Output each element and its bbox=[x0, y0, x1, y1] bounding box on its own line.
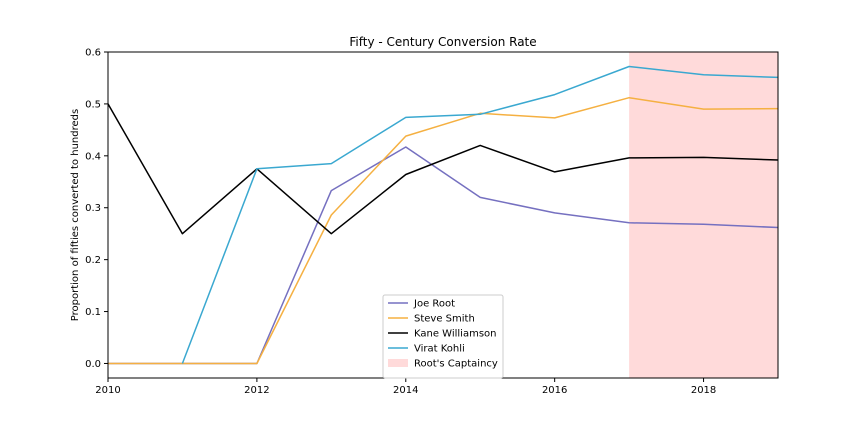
chart-title: Fifty - Century Conversion Rate bbox=[349, 35, 536, 49]
y-axis-label: Proportion of fifties converted to hundr… bbox=[70, 109, 81, 321]
legend: Joe Root Steve Smith Kane Williamson Virat … bbox=[382, 294, 504, 379]
series-line-virat-kohli bbox=[181, 65, 779, 364]
y-tick-label: 0.4 bbox=[85, 151, 101, 162]
legend-label-joe-root: Joe Root bbox=[413, 299, 455, 310]
y-tick-label: 0.6 bbox=[85, 48, 101, 59]
legend-swatch-root-s-captaincy bbox=[388, 359, 408, 367]
series-line-kane-williamson bbox=[107, 103, 779, 235]
legend-box bbox=[382, 294, 504, 379]
legend-label-root-s-captaincy: Root's Captaincy bbox=[414, 359, 498, 370]
shaded-region-layer bbox=[629, 52, 778, 378]
y-tick-label: 0.3 bbox=[85, 203, 101, 214]
x-tick-label: 2014 bbox=[393, 385, 418, 396]
y-tick-label: 0.0 bbox=[85, 359, 101, 370]
x-tick-label: 2016 bbox=[542, 385, 567, 396]
captaincy-shaded-region bbox=[629, 52, 778, 378]
x-tick-label: 2010 bbox=[95, 385, 120, 396]
x-tick-label: 2018 bbox=[691, 385, 716, 396]
legend-label-steve-smith: Steve Smith bbox=[414, 314, 475, 325]
x-tick-label: 2012 bbox=[244, 385, 269, 396]
legend-label-virat-kohli: Virat Kohli bbox=[414, 344, 465, 355]
series-line-steve-smith bbox=[108, 96, 779, 365]
series-layer bbox=[107, 65, 779, 365]
y-tick-label: 0.5 bbox=[85, 99, 101, 110]
y-tick-label: 0.2 bbox=[85, 255, 101, 266]
ticks-layer: 2010 2012 2014 2016 2018 0.0 0.1 0.2 0.3 0.4 0.5 0.… bbox=[85, 48, 716, 397]
y-tick-label: 0.1 bbox=[85, 307, 101, 318]
legend-label-kane-williamson: Kane Williamson bbox=[414, 329, 497, 340]
